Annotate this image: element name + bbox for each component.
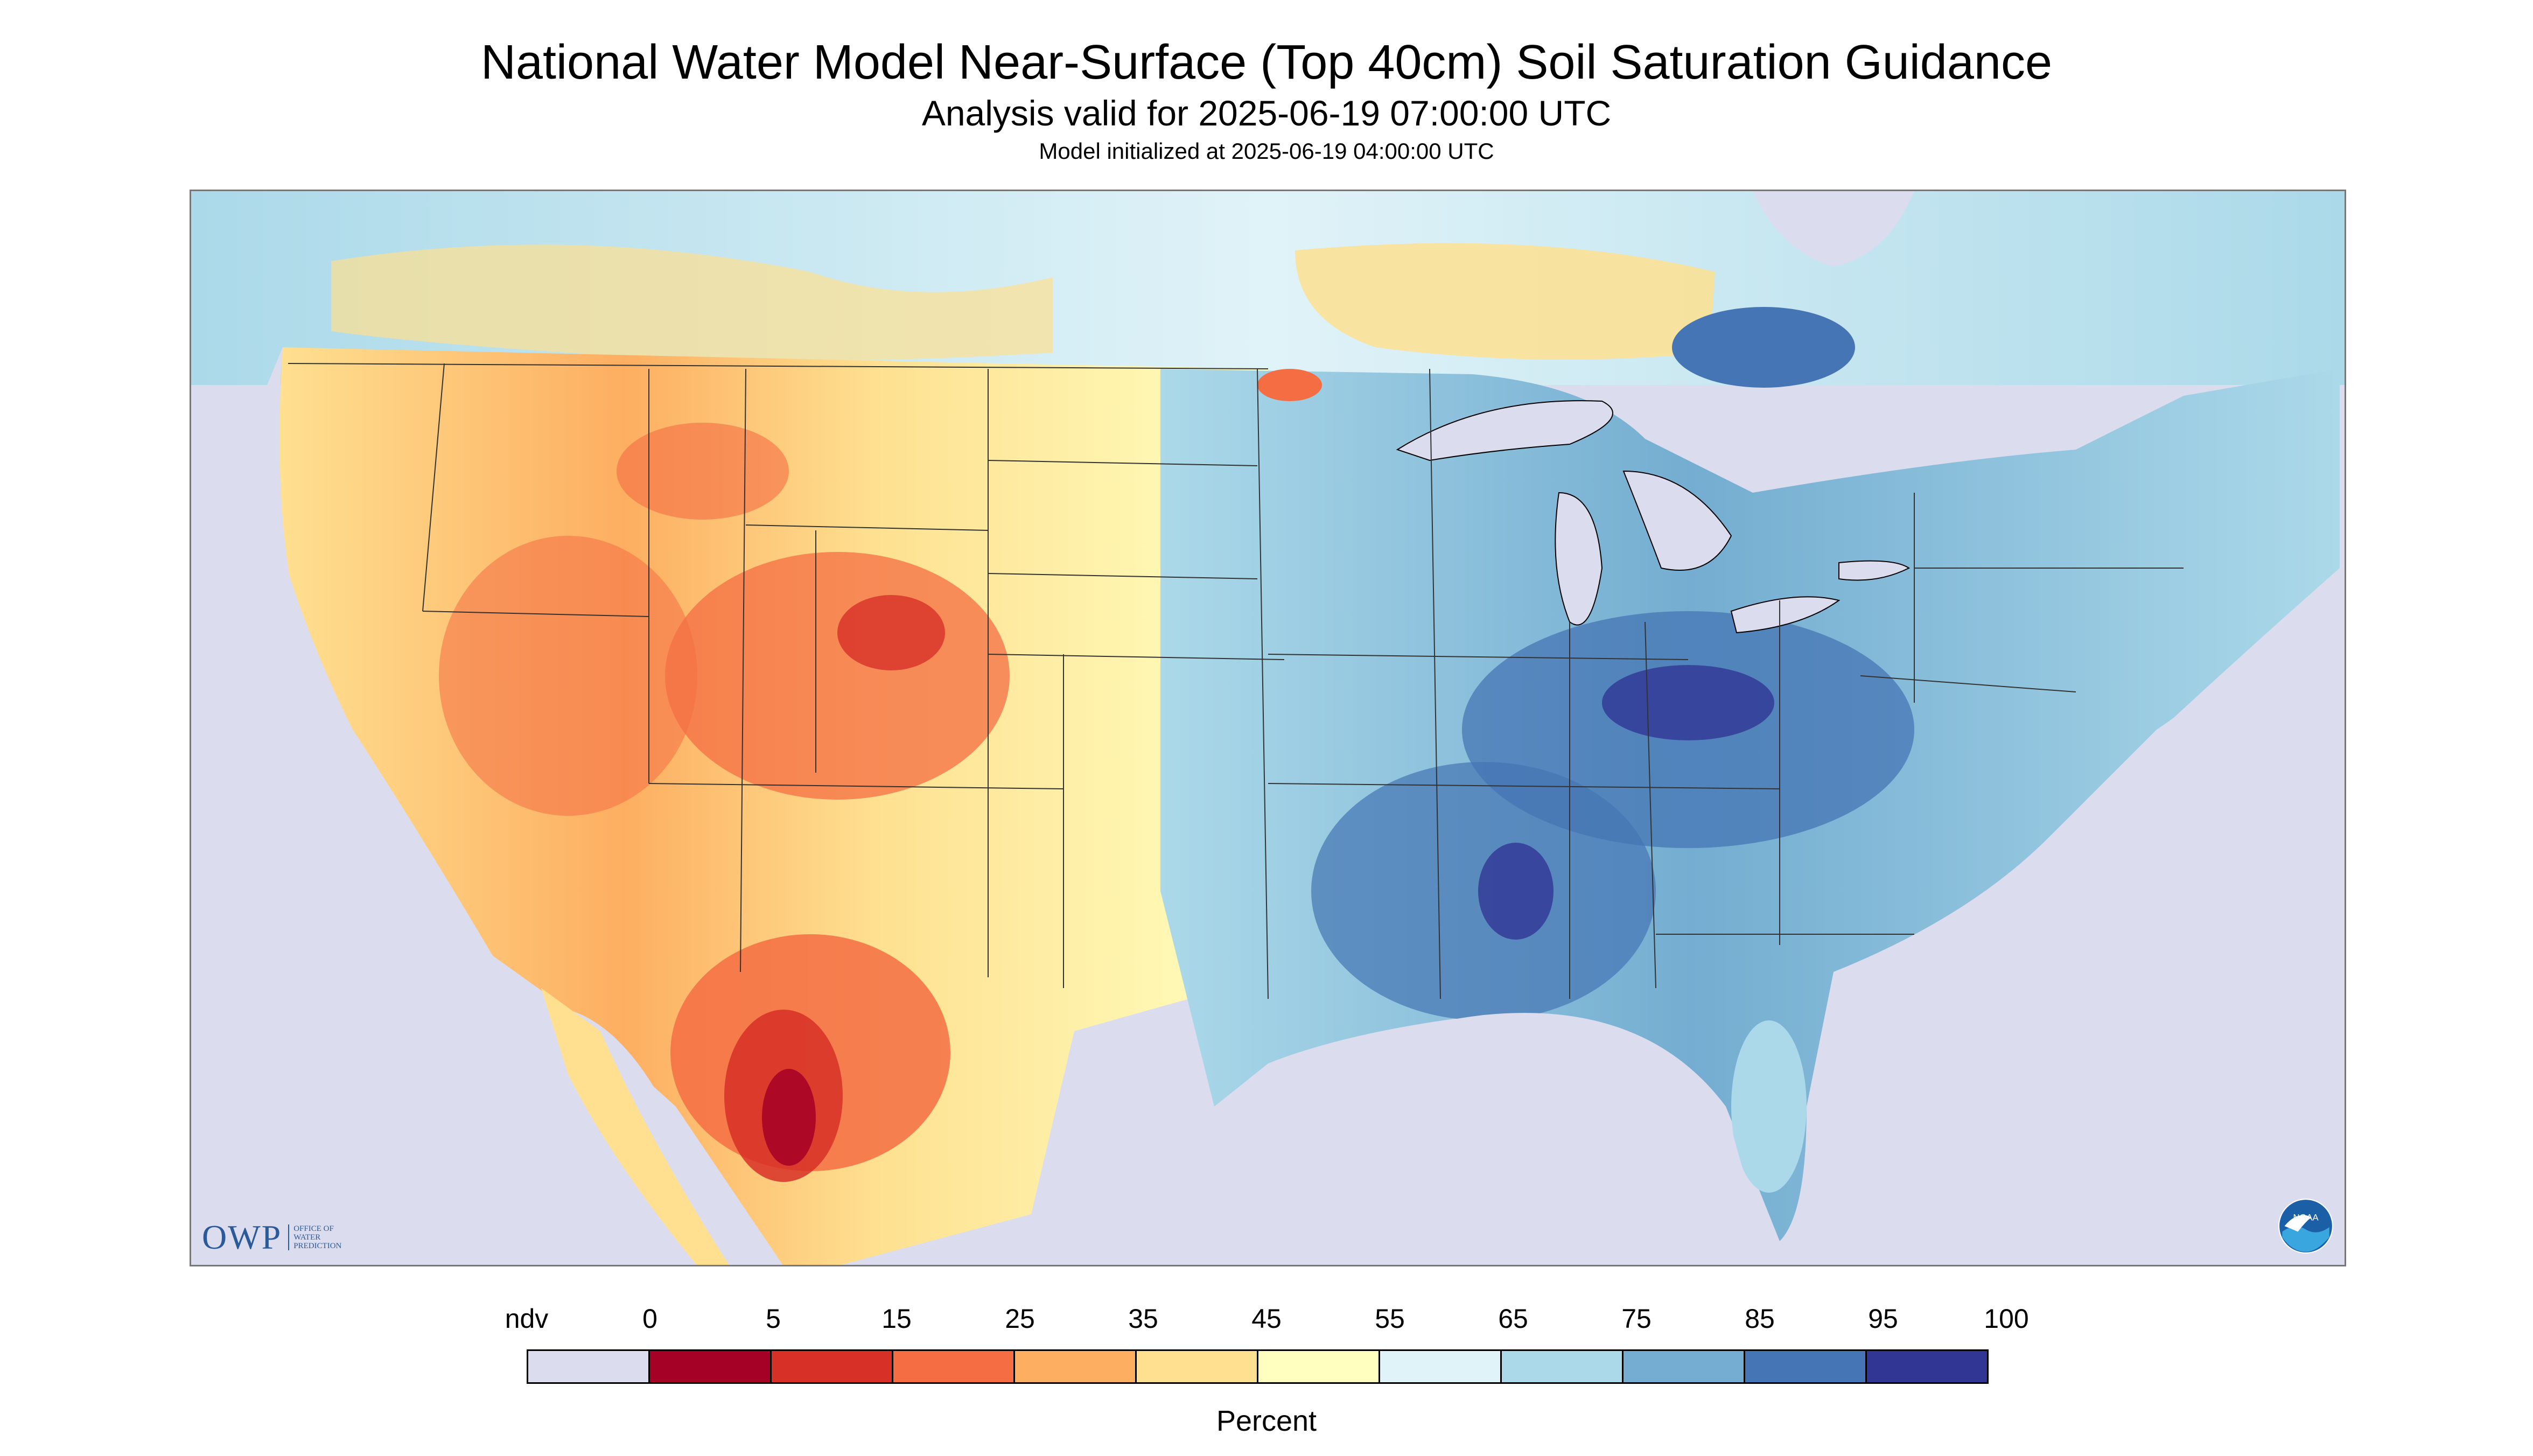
owp-logo-subtext: OFFICE OF WATER PREDICTION — [288, 1224, 341, 1250]
legend-label: 55 — [1375, 1304, 1405, 1334]
legend-swatch — [1257, 1349, 1380, 1384]
lake-huron — [1622, 470, 1732, 571]
gulf-of-mexico — [1214, 1013, 1779, 1265]
svg-text:NOAA: NOAA — [2293, 1213, 2319, 1223]
legend-label: 100 — [1984, 1304, 2029, 1334]
pacific-ocean — [191, 347, 654, 1265]
sonora-driest — [762, 1069, 816, 1166]
legend-swatch — [1744, 1349, 1867, 1384]
analysis-valid-subtitle: Analysis valid for 2025-06-19 07:00:00 U… — [921, 93, 1612, 133]
tennessee-wettest — [1602, 665, 1774, 740]
legend-label: 45 — [1251, 1304, 1282, 1334]
model-init-subtitle: Model initialized at 2025-06-19 04:00:00… — [1039, 138, 1494, 164]
atlantic-ocean — [1807, 568, 2345, 1265]
legend-swatch — [1865, 1349, 1989, 1384]
legend-label: 95 — [1868, 1304, 1898, 1334]
florida-mixed — [1731, 1020, 1807, 1193]
legend-swatch — [1500, 1349, 1624, 1384]
ontario-wet-area — [1672, 307, 1855, 388]
legend-label: ndv — [505, 1304, 549, 1334]
map-panel: OWP OFFICE OF WATER PREDICTION NOAA — [190, 190, 2346, 1266]
nevada-dry — [439, 536, 697, 816]
lake-erie — [1730, 596, 1841, 634]
four-corners-dry — [665, 552, 1010, 800]
legend-label: 85 — [1745, 1304, 1775, 1334]
legend-swatch — [770, 1349, 893, 1384]
legend-swatch — [648, 1349, 772, 1384]
legend-label: 5 — [766, 1304, 781, 1334]
legend-label: 75 — [1621, 1304, 1652, 1334]
legend-swatch — [1135, 1349, 1258, 1384]
legend-swatch — [892, 1349, 1015, 1384]
owp-logo-text: OWP — [202, 1218, 282, 1256]
state-borders — [288, 363, 2184, 999]
legend-label: 35 — [1128, 1304, 1158, 1334]
ontario-dry-band — [1295, 243, 1715, 360]
legend-swatch — [1013, 1349, 1137, 1384]
minnesota-arrowhead-dry — [1257, 369, 1322, 401]
legend-swatch — [1622, 1349, 1745, 1384]
chart-title: National Water Model Near-Surface (Top 4… — [480, 36, 2052, 89]
legend-swatch — [1379, 1349, 1502, 1384]
idaho-dry — [617, 423, 789, 520]
baja-peninsula — [541, 988, 729, 1265]
legend-units: Percent — [1216, 1405, 1317, 1437]
lake-superior — [1396, 400, 1613, 461]
owp-logo: OWP OFFICE OF WATER PREDICTION — [202, 1217, 341, 1257]
legend-label: 0 — [642, 1304, 657, 1334]
legend-label: 15 — [881, 1304, 912, 1334]
canada-dry-band — [331, 244, 1053, 361]
legend-colorbar — [527, 1349, 1989, 1384]
legend-swatch-ndv — [527, 1349, 650, 1384]
colorado-dry — [837, 595, 945, 670]
lake-ontario — [1838, 560, 1910, 581]
noaa-logo: NOAA — [2278, 1199, 2333, 1254]
legend-label: 65 — [1498, 1304, 1528, 1334]
legend-label: 25 — [1005, 1304, 1035, 1334]
delta-wettest — [1478, 843, 1554, 940]
soil-saturation-map — [191, 191, 2345, 1265]
lake-michigan — [1555, 492, 1603, 626]
hudson-bay — [1753, 191, 1914, 267]
